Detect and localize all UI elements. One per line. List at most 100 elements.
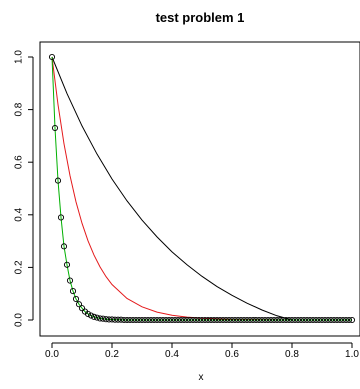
x-axis: 0.0 0.2 0.4 0.6 0.8 1.0 (45, 342, 359, 360)
series-line-1 (51, 56, 352, 321)
data-point (225, 316, 233, 324)
data-point (201, 316, 209, 324)
series-line-2 (51, 56, 352, 321)
data-point (105, 316, 113, 323)
series-layer (48, 53, 356, 324)
data-point (231, 316, 239, 324)
x-tick-label: 0.2 (105, 349, 119, 360)
data-point (54, 177, 62, 184)
data-point (330, 316, 338, 324)
data-point (246, 316, 254, 324)
x-axis-label: x (199, 372, 204, 383)
data-point (159, 316, 167, 324)
data-point (270, 316, 278, 324)
y-tick-label: 0.4 (14, 207, 25, 221)
data-point (162, 316, 170, 324)
data-point (261, 316, 269, 324)
data-point (63, 261, 71, 268)
data-point (327, 316, 335, 324)
data-point (333, 316, 341, 324)
data-point (303, 316, 311, 324)
data-point (267, 316, 275, 324)
data-point (123, 316, 131, 324)
data-point (156, 316, 164, 324)
x-tick-label: 0.4 (165, 349, 179, 360)
data-point (180, 316, 188, 324)
data-point (339, 316, 347, 324)
data-point (120, 316, 128, 324)
data-point (114, 316, 122, 323)
data-point (171, 316, 179, 324)
data-point (345, 316, 353, 324)
data-point (150, 316, 158, 324)
data-point (207, 316, 215, 324)
data-point (186, 316, 194, 324)
data-point (51, 124, 59, 132)
y-tick-label: 0.8 (14, 102, 25, 116)
chart-title: test problem 1 (156, 10, 245, 25)
data-point (237, 316, 245, 324)
y-tick-label: 0.0 (14, 313, 25, 327)
data-point (210, 316, 218, 324)
data-point (66, 277, 74, 284)
data-point (57, 214, 65, 221)
data-point (336, 316, 344, 324)
data-point (285, 316, 293, 324)
data-point (87, 312, 95, 319)
y-tick-label: 0.2 (14, 260, 25, 274)
data-point (282, 316, 290, 324)
data-point (288, 316, 296, 324)
data-point (135, 316, 143, 324)
data-point (99, 315, 107, 322)
data-point (252, 316, 260, 324)
data-point (264, 316, 272, 324)
data-point (69, 288, 77, 295)
x-tick-label: 0.8 (285, 349, 299, 360)
data-point (342, 316, 350, 324)
data-point (84, 310, 92, 318)
data-point (111, 316, 119, 323)
data-point (174, 316, 182, 324)
data-point (249, 316, 257, 324)
data-point (258, 316, 266, 324)
data-point (300, 316, 308, 324)
x-tick-label: 0.0 (45, 349, 59, 360)
plot-frame (39, 41, 360, 337)
data-point (222, 316, 230, 324)
series-line-0 (51, 56, 352, 321)
data-point (60, 243, 68, 250)
data-point (273, 316, 281, 324)
data-point (198, 316, 206, 324)
data-point (216, 316, 224, 324)
data-point (75, 301, 83, 308)
data-point (168, 316, 176, 324)
data-point (126, 316, 134, 324)
data-point (279, 316, 287, 324)
data-point (294, 316, 302, 324)
y-axis: 0.0 0.2 0.4 0.6 0.8 1.0 (14, 50, 34, 327)
data-point (312, 316, 320, 324)
data-point (138, 316, 146, 324)
data-point (165, 316, 173, 324)
data-point (234, 316, 242, 324)
data-point (189, 316, 197, 324)
data-point (276, 316, 284, 324)
data-point (117, 316, 125, 323)
data-point (213, 316, 221, 324)
data-point (240, 316, 248, 324)
data-point (96, 315, 104, 322)
y-tick-label: 0.6 (14, 155, 25, 169)
data-point (183, 316, 191, 324)
data-point (297, 316, 305, 324)
data-point (315, 316, 323, 324)
data-point (318, 316, 326, 324)
data-point (306, 316, 314, 324)
data-point (78, 305, 86, 312)
data-point (153, 316, 161, 324)
data-point (48, 53, 56, 61)
data-point (144, 316, 152, 324)
data-point (192, 316, 200, 324)
data-point (309, 316, 317, 324)
data-point (72, 295, 80, 303)
